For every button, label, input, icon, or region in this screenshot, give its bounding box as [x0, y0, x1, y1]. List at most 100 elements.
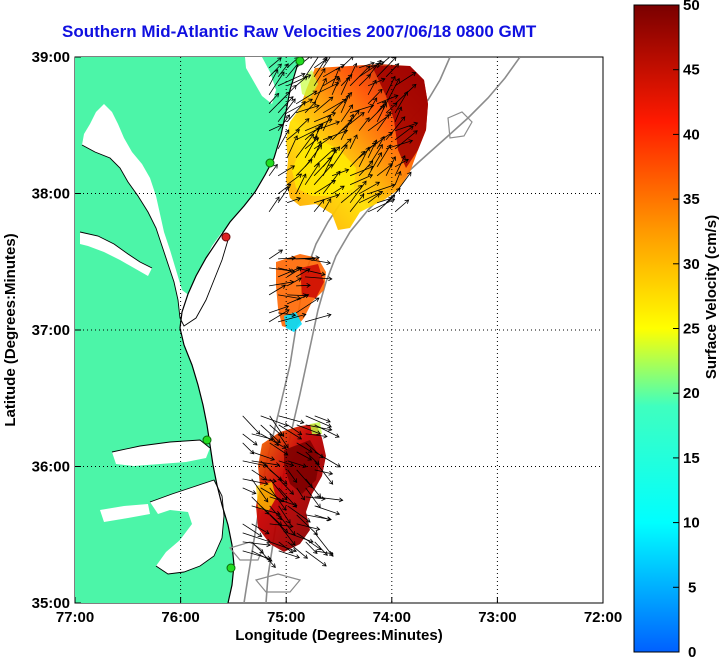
velocity-vector-head	[301, 312, 307, 318]
velocity-vector-head	[297, 430, 303, 436]
velocity-vector	[376, 195, 395, 213]
radar-station-marker[interactable]	[202, 435, 212, 445]
velocity-vector	[314, 541, 328, 556]
velocity-vector	[295, 268, 311, 278]
velocity-vector	[394, 199, 409, 213]
velocity-vector-head	[355, 109, 360, 115]
velocity-vector-head	[327, 423, 332, 428]
velocity-vector	[269, 487, 287, 511]
velocity-vector	[251, 460, 280, 466]
velocity-vector	[295, 297, 320, 314]
velocity-vector	[268, 71, 285, 96]
radar-station-marker[interactable]	[265, 158, 275, 168]
velocity-vector-head	[334, 433, 340, 438]
velocity-vector-head	[371, 142, 377, 147]
velocity-vector-head	[290, 268, 296, 274]
velocity-vector-head	[315, 255, 320, 261]
velocity-vector-head	[373, 139, 378, 145]
velocity-vector	[268, 305, 289, 314]
velocity-vector	[269, 496, 297, 506]
velocity-vector	[260, 487, 285, 502]
velocity-vector-head	[308, 448, 313, 453]
velocity-vector	[358, 191, 383, 204]
velocity-vector	[313, 96, 334, 114]
colorbar-tick-label: 5	[688, 579, 696, 596]
velocity-vector-head	[249, 449, 255, 455]
velocity-vector	[313, 141, 322, 158]
velocity-vector	[304, 163, 320, 186]
velocity-vector	[349, 105, 374, 114]
velocity-vector-head	[277, 63, 282, 69]
bay-shoreline	[79, 144, 229, 575]
velocity-vector	[286, 129, 300, 141]
velocity-vector-head	[275, 462, 281, 468]
velocity-vector	[277, 98, 296, 123]
velocity-vector	[394, 84, 417, 105]
velocity-vector	[278, 514, 296, 536]
velocity-vector	[313, 82, 339, 96]
velocity-vector	[242, 550, 271, 560]
velocity-vector-head	[291, 98, 296, 104]
velocity-vector-head	[397, 170, 402, 176]
velocity-vector	[340, 94, 350, 113]
velocity-vector-head	[344, 168, 350, 173]
velocity-vector	[385, 156, 396, 176]
velocity-vector-head	[318, 453, 324, 459]
velocity-vector-head	[308, 98, 313, 103]
x-tick-label: 74:00	[373, 609, 411, 626]
velocity-vector	[268, 164, 278, 177]
velocity-vector	[269, 433, 279, 446]
velocity-vector	[296, 451, 312, 461]
velocity-vector	[385, 63, 399, 78]
velocity-vector	[305, 550, 327, 567]
velocity-vector-head	[322, 77, 327, 83]
velocity-vector	[322, 64, 345, 78]
velocity-vector-head	[263, 481, 269, 486]
velocity-vector-head	[315, 162, 320, 168]
velocity-vector	[269, 505, 282, 520]
velocity-vector-head	[326, 260, 332, 265]
velocity-vector-head	[296, 295, 302, 301]
velocity-vector	[296, 532, 322, 550]
velocity-vector	[314, 415, 331, 423]
velocity-vector-head	[291, 531, 296, 536]
velocity-vector	[278, 415, 304, 424]
velocity-vector-head	[293, 135, 298, 140]
velocity-vector-head	[290, 165, 296, 170]
velocity-vector-head	[328, 96, 334, 102]
velocity-vector-head	[289, 490, 294, 495]
radar-station-marker[interactable]	[226, 563, 236, 573]
velocity-vector	[394, 106, 402, 122]
velocity-vector	[313, 112, 336, 123]
velocity-vector-head	[318, 123, 324, 129]
velocity-vector	[313, 199, 325, 213]
velocity-vector	[269, 514, 288, 533]
velocity-vector-head	[313, 530, 318, 536]
velocity-vector-head	[277, 57, 282, 62]
velocity-vector-head	[295, 129, 300, 134]
velocity-vector-head	[393, 94, 399, 99]
velocity-vector	[394, 125, 414, 141]
velocity-vector	[349, 65, 371, 87]
velocity-vector-head	[275, 196, 280, 202]
velocity-vector	[313, 78, 327, 104]
velocity-vector	[268, 63, 282, 78]
velocity-vector	[340, 104, 353, 123]
velocity-vector	[278, 505, 291, 524]
velocity-vector	[376, 57, 391, 69]
velocity-vector	[331, 169, 349, 177]
velocity-vector-head	[301, 100, 306, 106]
velocity-vector-head	[380, 77, 386, 83]
velocity-vector-head	[342, 99, 347, 104]
velocity-vector-head	[409, 125, 414, 131]
velocity-vector-head	[316, 430, 322, 435]
velocity-vector-head	[280, 71, 285, 77]
velocity-vector	[385, 76, 396, 95]
radar-station-marker-inactive[interactable]	[221, 232, 231, 242]
velocity-vector-head	[392, 57, 397, 62]
velocity-vector-head	[292, 502, 298, 507]
velocity-vector-head	[321, 496, 326, 502]
velocity-vector	[313, 136, 333, 150]
radar-station-marker[interactable]	[295, 57, 305, 66]
